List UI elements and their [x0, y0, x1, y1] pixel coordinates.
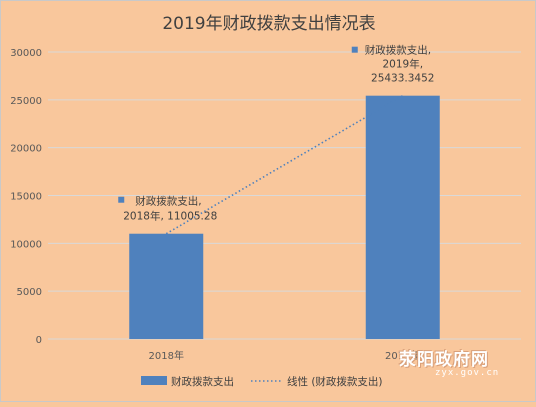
y-tick-label: 20000 — [10, 144, 42, 155]
data-labels: 财政拨款支出,2018年, 11005.28财政拨款支出,2019年,25433… — [118, 44, 434, 223]
gridlines — [48, 51, 521, 340]
data-label-line: 财政拨款支出, — [365, 44, 431, 57]
data-label-marker — [118, 196, 125, 203]
x-axis-ticks: 2018年 2019年 — [149, 349, 421, 362]
bar — [365, 95, 440, 339]
y-axis-ticks: 0 5000 10000 15000 20000 25000 30000 — [10, 48, 42, 346]
bar — [129, 233, 204, 339]
legend: 财政拨款支出 线性 (财政拨款支出) — [141, 375, 383, 388]
x-tick-label: 2018年 — [149, 349, 184, 362]
y-tick-label: 30000 — [10, 48, 42, 59]
legend-swatch — [141, 376, 167, 385]
data-label-line: 2018年, 11005.28 — [123, 210, 217, 223]
trendline-path — [165, 94, 404, 235]
data-label-marker — [351, 46, 358, 53]
data-label-line: 2019年, — [382, 58, 423, 71]
y-tick-label: 10000 — [10, 239, 42, 250]
trendline — [165, 94, 404, 235]
y-tick-label: 5000 — [17, 287, 42, 298]
chart-title: 2019年财政拨款支出情况表 — [162, 14, 375, 34]
x-tick-label: 2019年 — [385, 349, 420, 362]
data-label-line: 25433.3452 — [371, 73, 434, 85]
legend-label: 财政拨款支出 — [171, 375, 234, 388]
y-tick-label: 25000 — [10, 96, 42, 107]
y-tick-label: 15000 — [10, 192, 42, 203]
legend-label: 线性 (财政拨款支出) — [287, 375, 383, 388]
data-label-line: 财政拨款支出, — [135, 195, 201, 208]
bars — [129, 95, 440, 339]
y-tick-label: 0 — [36, 335, 42, 346]
